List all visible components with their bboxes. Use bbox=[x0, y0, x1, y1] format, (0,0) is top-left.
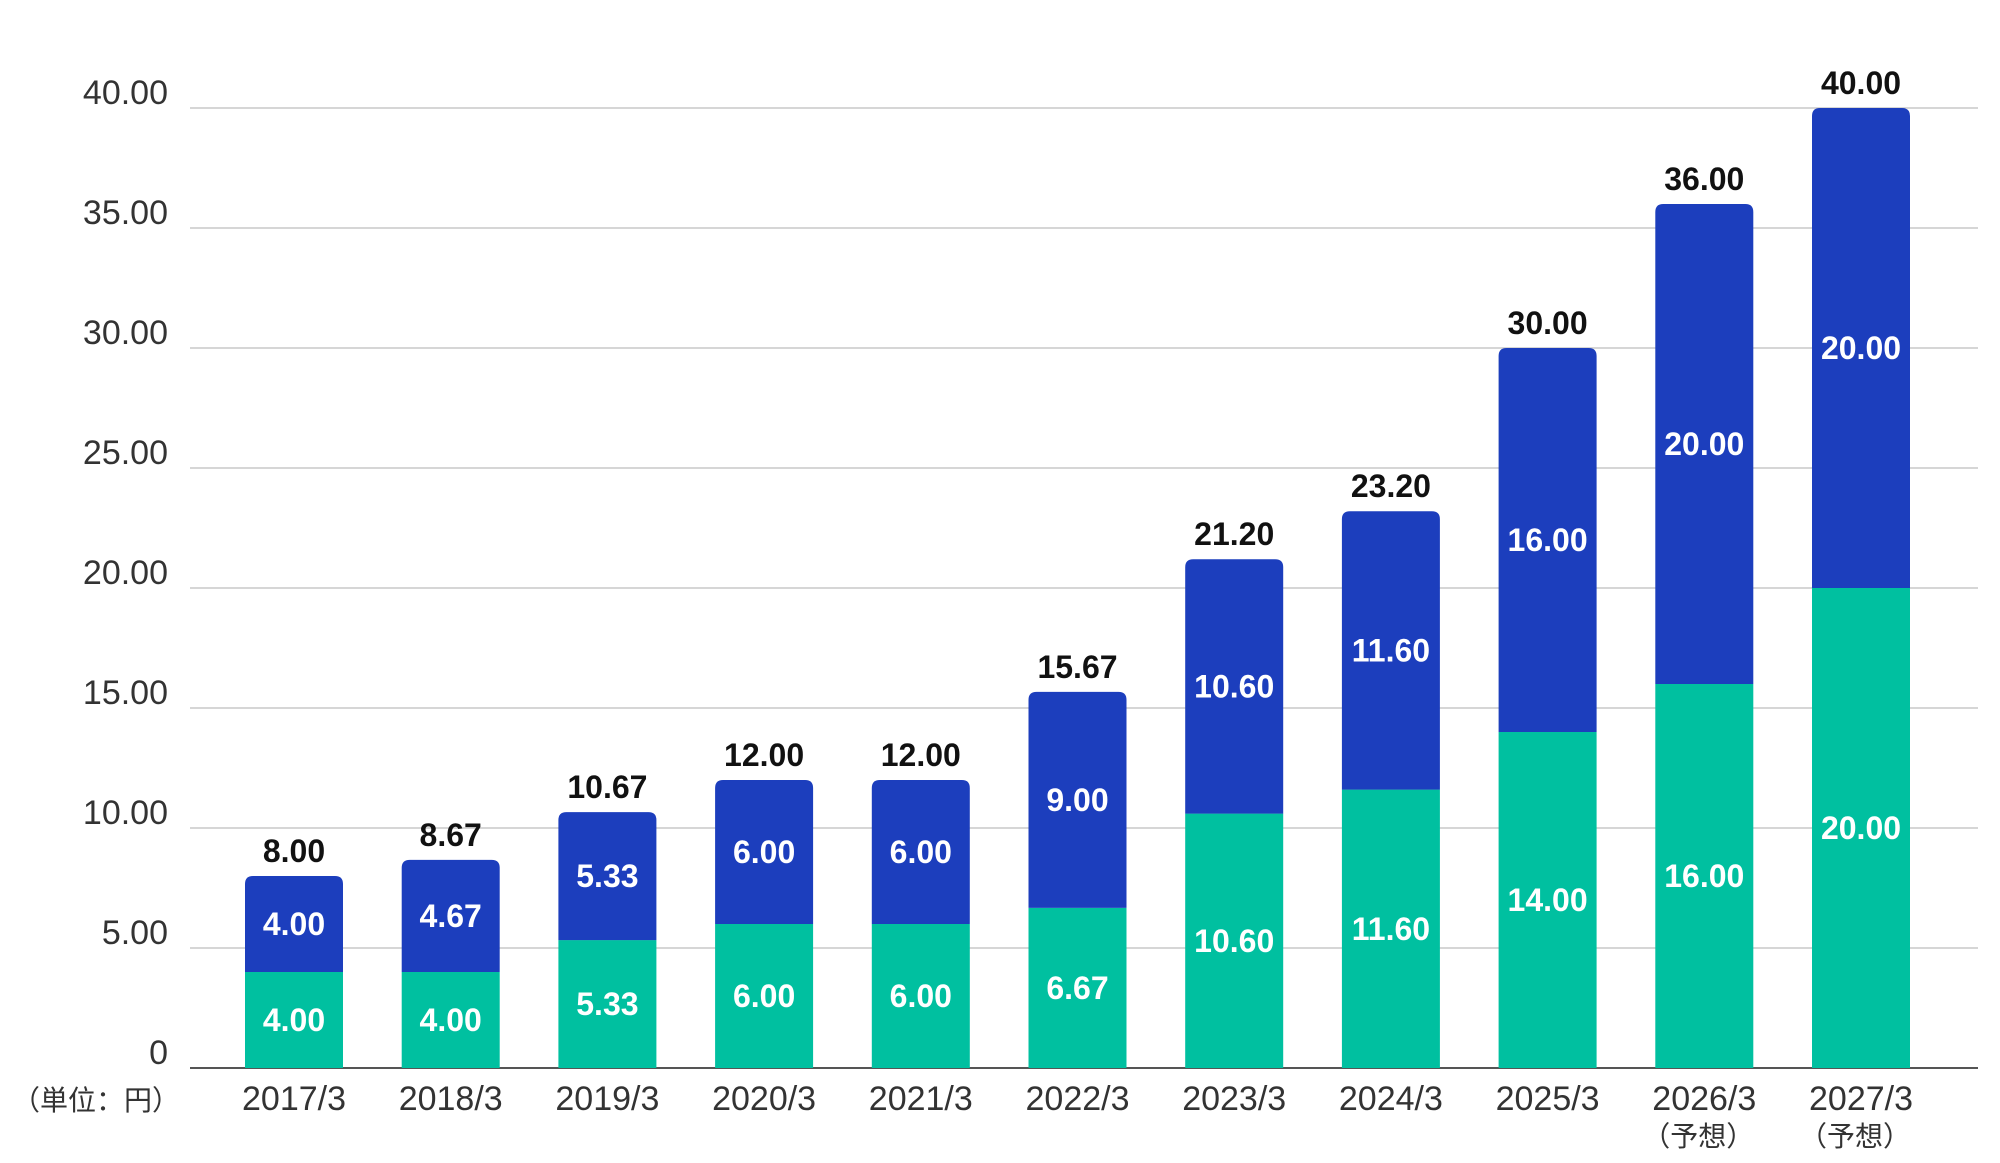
x-category-label: 2026/3 bbox=[1652, 1080, 1756, 1118]
bar-group: 5.33 5.33 10.67 bbox=[558, 769, 657, 1068]
bar-segment-2 bbox=[1341, 511, 1440, 790]
x-category-label: 2019/3 bbox=[555, 1080, 659, 1118]
bar-group: 20.00 20.00 40.00 bbox=[1812, 65, 1910, 1068]
total-value-label: 8.67 bbox=[420, 817, 482, 853]
bar-segment-2 bbox=[715, 780, 814, 924]
segment-value-label: 10.60 bbox=[1194, 923, 1274, 959]
bar-segment-2 bbox=[1185, 559, 1284, 814]
bar-segment-2 bbox=[1655, 204, 1754, 684]
x-category-label: 2023/3 bbox=[1182, 1080, 1286, 1118]
segment-value-label: 6.00 bbox=[733, 834, 795, 870]
x-category-label: 2020/3 bbox=[712, 1080, 816, 1118]
segment-value-label: 5.33 bbox=[576, 986, 638, 1022]
bar-segment-1 bbox=[1341, 789, 1440, 1068]
total-value-label: 30.00 bbox=[1508, 305, 1588, 341]
x-category-sublabel: （予想） bbox=[1642, 1120, 1754, 1153]
bar-segment-1 bbox=[871, 924, 970, 1068]
bar-segment-2 bbox=[245, 876, 343, 972]
segment-value-label: 10.60 bbox=[1194, 668, 1274, 704]
bar-segment-2 bbox=[1498, 348, 1597, 732]
y-tick-label: 5.00 bbox=[102, 914, 168, 952]
segment-value-label: 4.00 bbox=[420, 1002, 482, 1038]
bar-segment-2 bbox=[1812, 108, 1910, 588]
y-tick-label: 0 bbox=[149, 1034, 168, 1072]
bar-group: 10.60 10.60 21.20 bbox=[1185, 516, 1284, 1068]
bar-segment-1 bbox=[245, 972, 343, 1068]
bar-segment-1 bbox=[1028, 907, 1127, 1068]
x-category-label: 2017/3 bbox=[242, 1080, 346, 1118]
segment-value-label: 20.00 bbox=[1821, 330, 1901, 366]
bar-group: 4.00 4.67 8.67 bbox=[401, 817, 500, 1068]
bar-group: 6.00 6.00 12.00 bbox=[715, 737, 814, 1068]
bar-group: 11.60 11.60 23.20 bbox=[1341, 468, 1440, 1068]
y-tick-label: 25.00 bbox=[83, 434, 168, 472]
total-value-label: 12.00 bbox=[724, 737, 804, 773]
unit-label: （単位：円） bbox=[12, 1084, 180, 1117]
bar-group: 16.00 20.00 36.00 bbox=[1655, 161, 1754, 1068]
bar-group: 6.67 9.00 15.67 bbox=[1028, 649, 1127, 1068]
bar-segment-1 bbox=[1185, 813, 1284, 1068]
bar-segment-1 bbox=[1655, 684, 1754, 1068]
y-tick-label: 35.00 bbox=[83, 194, 168, 232]
x-category-label: 2024/3 bbox=[1339, 1080, 1443, 1118]
segment-value-label: 16.00 bbox=[1508, 522, 1588, 558]
bars: 4.00 4.00 8.00 4.00 4.67 8.67 5.33 5.33 10.67 6.0… bbox=[245, 65, 1910, 1068]
x-category-label: 2021/3 bbox=[869, 1080, 973, 1118]
segment-value-label: 5.33 bbox=[576, 858, 638, 894]
segment-value-label: 11.60 bbox=[1352, 911, 1430, 947]
segment-value-label: 16.00 bbox=[1664, 858, 1744, 894]
bar-segment-1 bbox=[715, 924, 814, 1068]
segment-value-label: 4.67 bbox=[420, 898, 482, 934]
y-axis-ticks: 0 5.00 10.00 15.00 20.00 25.00 30.00 35.00 40.00 bbox=[83, 74, 168, 1072]
y-tick-label: 30.00 bbox=[83, 314, 168, 352]
y-tick-label: 15.00 bbox=[83, 674, 168, 712]
segment-value-label: 6.00 bbox=[733, 978, 795, 1014]
bar-segment-1 bbox=[1812, 588, 1910, 1068]
segment-value-label: 14.00 bbox=[1508, 882, 1588, 918]
x-category-label: 2027/3 bbox=[1809, 1080, 1913, 1118]
segment-value-label: 9.00 bbox=[1046, 782, 1108, 818]
y-tick-label: 10.00 bbox=[83, 794, 168, 832]
x-category-label: 2025/3 bbox=[1496, 1080, 1600, 1118]
x-axis-labels: 2017/3 2018/3 2019/3 2020/3 2021/3 2022/3 2023… bbox=[242, 1080, 1913, 1153]
x-category-sublabel: （予想） bbox=[1799, 1120, 1911, 1153]
bar-group: 4.00 4.00 8.00 bbox=[245, 833, 343, 1068]
bar-segment-1 bbox=[401, 972, 500, 1068]
segment-value-label: 6.00 bbox=[890, 978, 952, 1014]
segment-value-label: 20.00 bbox=[1664, 426, 1744, 462]
y-tick-label: 40.00 bbox=[83, 74, 168, 112]
x-category-label: 2022/3 bbox=[1026, 1080, 1130, 1118]
y-tick-label: 20.00 bbox=[83, 554, 168, 592]
total-value-label: 40.00 bbox=[1821, 65, 1901, 101]
segment-value-label: 4.00 bbox=[263, 1002, 325, 1038]
bar-segment-2 bbox=[401, 859, 500, 972]
total-value-label: 12.00 bbox=[881, 737, 961, 773]
total-value-label: 23.20 bbox=[1351, 468, 1431, 504]
segment-value-label: 20.00 bbox=[1821, 810, 1901, 846]
bar-group: 6.00 6.00 12.00 bbox=[871, 737, 970, 1068]
segment-value-label: 6.67 bbox=[1046, 970, 1108, 1006]
bar-segment-1 bbox=[1498, 732, 1597, 1068]
total-value-label: 8.00 bbox=[263, 833, 325, 869]
total-value-label: 15.67 bbox=[1037, 649, 1117, 685]
x-category-label: 2018/3 bbox=[399, 1080, 503, 1118]
segment-value-label: 6.00 bbox=[890, 834, 952, 870]
bar-segment-1 bbox=[558, 940, 657, 1068]
total-value-label: 10.67 bbox=[567, 769, 647, 805]
segment-value-label: 11.60 bbox=[1352, 632, 1430, 668]
bar-group: 14.00 16.00 30.00 bbox=[1498, 305, 1597, 1068]
bar-segment-2 bbox=[558, 812, 657, 941]
segment-value-label: 4.00 bbox=[263, 906, 325, 942]
bar-segment-2 bbox=[1028, 691, 1127, 908]
total-value-label: 21.20 bbox=[1194, 516, 1274, 552]
bar-segment-2 bbox=[871, 780, 970, 924]
total-value-label: 36.00 bbox=[1664, 161, 1744, 197]
